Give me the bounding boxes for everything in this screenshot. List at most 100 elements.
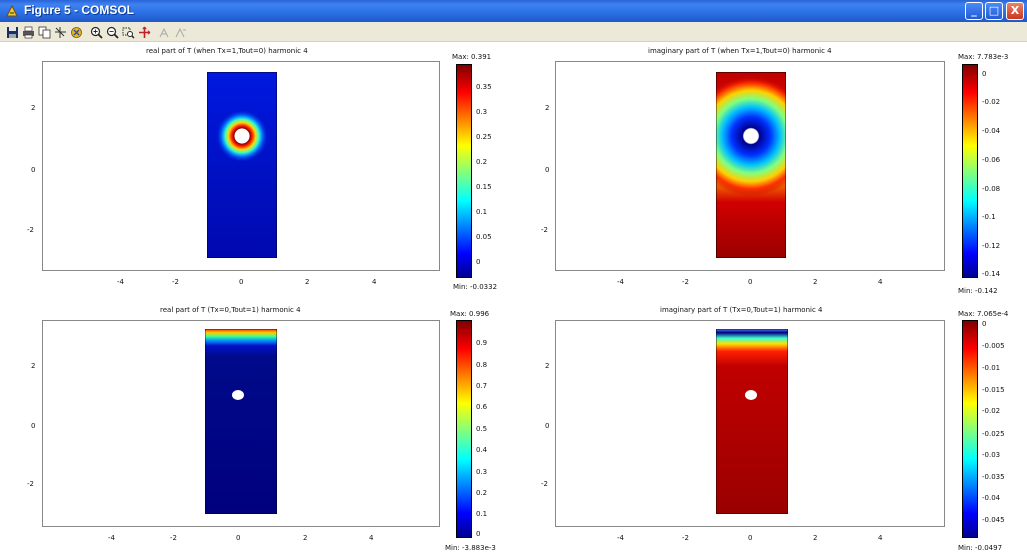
y-tick: 0 xyxy=(31,422,36,430)
save-icon xyxy=(6,26,18,38)
colorbar-tick: -0.005 xyxy=(982,342,1005,350)
x-tick: 4 xyxy=(878,534,883,542)
comsol-app-icon xyxy=(6,4,18,17)
heatmap-domain xyxy=(716,329,788,514)
colorbar-tick: 0.35 xyxy=(476,83,492,91)
colorbar-tick: -0.02 xyxy=(982,98,1001,106)
colorbar-tick: 0 xyxy=(982,70,987,78)
colorbar-tick: -0.025 xyxy=(982,430,1005,438)
zoom-box-button[interactable] xyxy=(120,24,136,40)
colorbar-tick: -0.04 xyxy=(982,127,1001,135)
x-tick: 2 xyxy=(813,278,818,286)
x-tick: 0 xyxy=(236,534,241,542)
x-tick: 0 xyxy=(239,278,244,286)
colorbar-tick: 0.8 xyxy=(476,361,488,369)
colorbar-tick: 0.15 xyxy=(476,183,492,191)
x-tick: -2 xyxy=(172,278,179,286)
plot-axes[interactable] xyxy=(42,320,440,527)
plot-title: real part of T (when Tx=1,Tout=0) harmon… xyxy=(146,47,308,55)
colorbar-tick: -0.03 xyxy=(982,451,1001,459)
x-tick: -4 xyxy=(617,278,624,286)
colorbar-tick: 0.2 xyxy=(476,158,488,166)
y-tick: -2 xyxy=(541,480,548,488)
colorbar-tick: 0.2 xyxy=(476,489,488,497)
title-bar: Figure 5 - COMSOL _ □ X xyxy=(0,0,1027,22)
copy-button[interactable] xyxy=(36,24,52,40)
x-tick: -4 xyxy=(617,534,624,542)
colorbar-max-label: Max: 7.065e-4 xyxy=(958,310,1009,318)
colorbar-tick: -0.02 xyxy=(982,407,1001,415)
colorbar xyxy=(962,64,978,278)
colorbar-tick: 0.7 xyxy=(476,382,488,390)
plot-title: real part of T (Tx=0,Tout=1) harmonic 4 xyxy=(160,306,301,314)
colorbar-min-label: Min: -0.142 xyxy=(958,287,998,295)
x-tick: 4 xyxy=(372,278,377,286)
y-tick: 2 xyxy=(31,362,36,370)
colorbar-max-label: Max: 7.783e-3 xyxy=(958,53,1009,61)
colorbar-tick: 0.05 xyxy=(476,233,492,241)
y-tick: 0 xyxy=(545,422,550,430)
colorbar-tick: -0.06 xyxy=(982,156,1001,164)
zoom-in-icon xyxy=(90,26,103,39)
toolbar xyxy=(0,22,1027,42)
colorbar-tick: -0.045 xyxy=(982,516,1005,524)
colorbar-tick: -0.12 xyxy=(982,242,1001,250)
print-icon xyxy=(22,26,34,38)
colorbar-max-label: Max: 0.996 xyxy=(450,310,490,318)
x-tick: 2 xyxy=(305,278,310,286)
plot-title: imaginary part of T (Tx=0,Tout=1) harmon… xyxy=(660,306,823,314)
minimize-button[interactable]: _ xyxy=(965,2,983,20)
colorbar-tick: -0.1 xyxy=(982,213,996,221)
zoom-in-button[interactable] xyxy=(88,24,104,40)
colorbar-tick: -0.015 xyxy=(982,386,1005,394)
heatmap-domain xyxy=(716,72,786,258)
colorbar-max-label: Max: 0.391 xyxy=(452,53,492,61)
plot-axes[interactable] xyxy=(555,61,945,271)
y-tick: 0 xyxy=(31,166,36,174)
save-button[interactable] xyxy=(4,24,20,40)
colorbar-tick: 0.4 xyxy=(476,446,488,454)
plot-title: imaginary part of T (when Tx=1,Tout=0) h… xyxy=(648,47,832,55)
redo-view-button[interactable] xyxy=(172,24,188,40)
x-tick: 2 xyxy=(303,534,308,542)
colorbar-tick: 0.6 xyxy=(476,403,488,411)
zoom-out-button[interactable] xyxy=(104,24,120,40)
colorbar-tick: -0.08 xyxy=(982,185,1001,193)
plot-axes[interactable] xyxy=(555,320,945,527)
heatmap-domain xyxy=(205,329,277,514)
colorbar-tick: 0.9 xyxy=(476,339,488,347)
close-button[interactable]: X xyxy=(1006,2,1024,20)
zoom-extents-button[interactable] xyxy=(136,24,152,40)
colorbar-tick: -0.035 xyxy=(982,473,1005,481)
x-tick: -4 xyxy=(108,534,115,542)
colorbar-tick: 0.1 xyxy=(476,208,488,216)
redo-view-icon xyxy=(175,27,186,37)
x-tick: -4 xyxy=(117,278,124,286)
y-tick: 2 xyxy=(31,104,36,112)
print-button[interactable] xyxy=(20,24,36,40)
y-tick: -2 xyxy=(541,226,548,234)
plot-axes[interactable] xyxy=(42,61,440,271)
colorbar xyxy=(456,320,472,538)
axis-icon xyxy=(54,26,66,38)
zoom-extents-icon xyxy=(138,26,150,38)
copy-icon xyxy=(38,26,50,38)
y-tick: 2 xyxy=(545,104,550,112)
x-tick: 2 xyxy=(813,534,818,542)
colorbar-min-label: Min: -0.0332 xyxy=(453,283,498,291)
colorbar-tick: 0.3 xyxy=(476,468,488,476)
colorbar-tick: 0.1 xyxy=(476,510,488,518)
maximize-button[interactable]: □ xyxy=(985,2,1003,20)
colorbar-tick: 0.25 xyxy=(476,133,492,141)
pan-button[interactable] xyxy=(68,24,84,40)
colorbar-tick: -0.01 xyxy=(982,364,1001,372)
colorbar xyxy=(962,320,978,538)
undo-view-button[interactable] xyxy=(156,24,172,40)
axis-button[interactable] xyxy=(52,24,68,40)
colorbar-tick: -0.04 xyxy=(982,494,1001,502)
window-title: Figure 5 - COMSOL xyxy=(24,3,135,17)
colorbar-tick: 0 xyxy=(982,320,987,328)
x-tick: -2 xyxy=(682,534,689,542)
colorbar-min-label: Min: -3.883e-3 xyxy=(445,544,496,552)
y-tick: 0 xyxy=(545,166,550,174)
